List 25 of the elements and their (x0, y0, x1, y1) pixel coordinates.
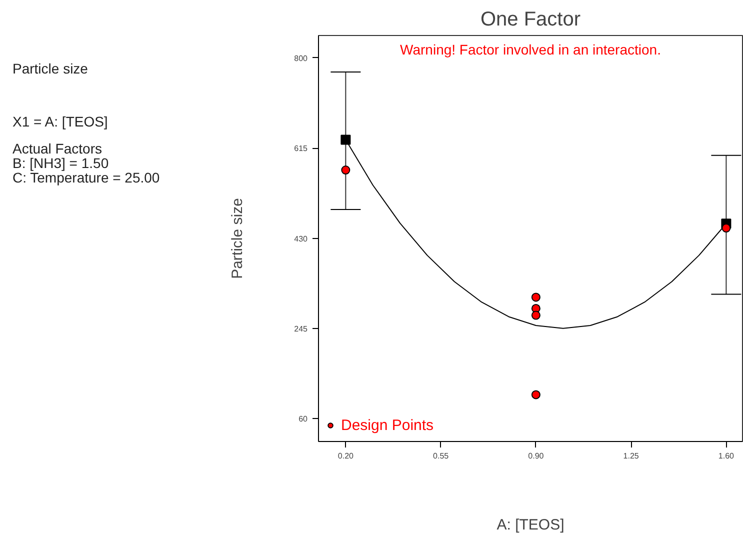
x-tick-label: 1.60 (718, 452, 735, 460)
y-axis-title: Particle size (229, 198, 246, 279)
legend-label: Design Points (341, 416, 434, 434)
y-tick-label: 615 (294, 144, 308, 154)
x-axis-title: A: [TEOS] (496, 516, 564, 534)
annotation: Warning! Factor involved in an interaction. (400, 42, 661, 58)
y-tick-label: 430 (294, 234, 308, 244)
point (531, 292, 540, 302)
point (340, 134, 351, 145)
text: B: [NH3] = 1.50 (12, 155, 109, 172)
y-tick-label: 245 (294, 324, 308, 334)
x-tick-label: 0.90 (528, 452, 544, 460)
x-tick-label: 0.55 (433, 452, 450, 460)
y-tick-label: 800 (294, 54, 308, 63)
y-tick-label: 60 (298, 414, 308, 424)
text: Particle size (12, 60, 88, 76)
chart-title: One Factor (480, 8, 581, 30)
point (531, 390, 540, 400)
text: X1 = A: [TEOS] (12, 113, 108, 130)
point (531, 310, 540, 320)
point (341, 166, 350, 175)
x-tick-label: 1.25 (623, 452, 640, 460)
text: Actual Factors (12, 140, 102, 157)
point (722, 224, 731, 233)
x-tick-label: 0.20 (338, 452, 354, 460)
